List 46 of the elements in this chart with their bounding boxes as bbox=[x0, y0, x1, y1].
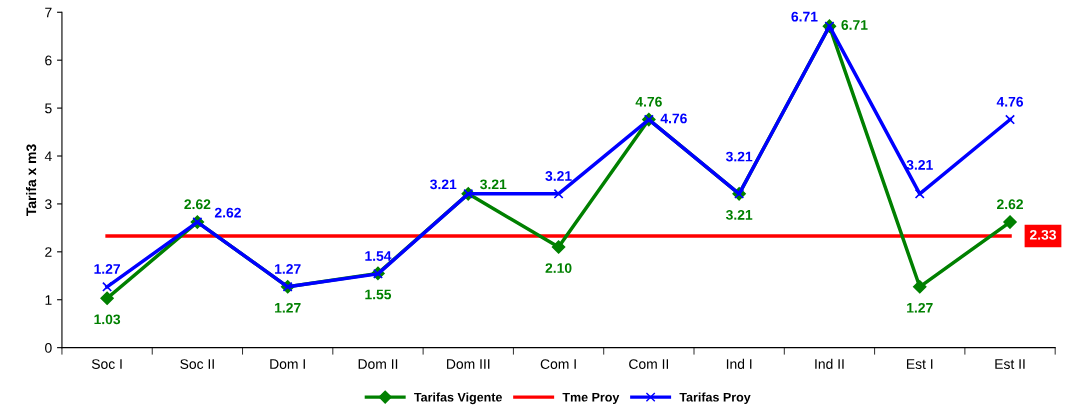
y-tick-label: 5 bbox=[45, 103, 52, 114]
y-axis-title: Tarifa x m3 bbox=[26, 144, 37, 216]
x-tick-label: Soc II bbox=[180, 359, 214, 369]
y-tick-label: 6 bbox=[45, 55, 52, 66]
x-tick-label: Dom II bbox=[358, 359, 398, 369]
y-tick-label: 3 bbox=[45, 199, 52, 210]
data-label: 1.27 bbox=[275, 302, 301, 313]
y-tick-label: 2 bbox=[45, 247, 52, 257]
data-label: 1.27 bbox=[907, 302, 933, 313]
y-tick-label: 0 bbox=[45, 342, 52, 353]
data-label: 1.27 bbox=[275, 264, 301, 274]
legend-label: Tarifas Proy bbox=[679, 392, 751, 405]
data-label: 3.21 bbox=[545, 171, 572, 181]
data-label: 3.21 bbox=[725, 151, 753, 162]
legend-label: Tarifas Vigente bbox=[414, 392, 502, 405]
x-tick-label: Soc I bbox=[91, 359, 122, 369]
data-label: 3.21 bbox=[430, 179, 457, 190]
data-label: 4.76 bbox=[660, 113, 687, 124]
data-label: 4.76 bbox=[635, 96, 662, 107]
x-tick-label: Ind II bbox=[815, 358, 844, 369]
data-label: 1.55 bbox=[365, 289, 392, 300]
data-label: 6.71 bbox=[791, 11, 818, 22]
data-label: 2.62 bbox=[997, 199, 1023, 210]
data-label: 1.27 bbox=[94, 264, 120, 274]
data-label: 1.03 bbox=[94, 314, 121, 325]
y-tick-label: 4 bbox=[44, 151, 52, 162]
data-label: 2.33 bbox=[1029, 229, 1057, 240]
x-tick-label: Dom I bbox=[270, 359, 305, 369]
legend-label: Tme Proy bbox=[562, 392, 620, 405]
data-label: 3.21 bbox=[906, 159, 933, 170]
x-tick-label: Dom III bbox=[447, 359, 490, 369]
x-tick-label: Est II bbox=[995, 359, 1025, 369]
data-label: 1.54 bbox=[365, 251, 392, 261]
y-tick-label: 1 bbox=[45, 295, 52, 305]
data-label: 2.10 bbox=[545, 263, 572, 273]
data-label: 2.62 bbox=[214, 207, 241, 218]
x-tick-label: Est I bbox=[906, 359, 933, 369]
x-tick-label: Ind I bbox=[726, 358, 752, 369]
data-label: 2.62 bbox=[184, 199, 211, 210]
data-label: 3.21 bbox=[725, 209, 753, 220]
data-label: 3.21 bbox=[480, 179, 507, 190]
x-tick-label: Com I bbox=[540, 359, 576, 369]
data-label: 6.71 bbox=[841, 20, 868, 30]
x-tick-label: Com II bbox=[629, 359, 669, 369]
data-label: 4.76 bbox=[996, 96, 1024, 107]
y-tick-label: 7 bbox=[45, 7, 52, 18]
